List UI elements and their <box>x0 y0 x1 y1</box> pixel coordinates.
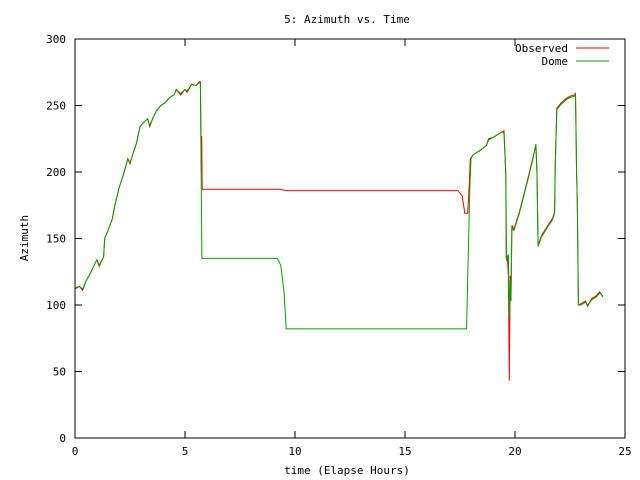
x-tick-label: 25 <box>618 445 631 458</box>
chart-title: 5: Azimuth vs. Time <box>284 13 410 26</box>
series-line-dome <box>74 82 604 330</box>
legend-label-dome: Dome <box>542 55 569 68</box>
y-tick-label: 50 <box>53 366 66 379</box>
x-axis-label: time (Elapse Hours) <box>284 464 410 477</box>
series-group <box>74 81 604 381</box>
y-tick-label: 0 <box>59 432 66 445</box>
series-line-observed <box>74 81 604 381</box>
x-tick-label: 20 <box>508 445 521 458</box>
x-tick-label: 15 <box>398 445 411 458</box>
x-tick-label: 5 <box>182 445 189 458</box>
plot-frame <box>74 38 626 439</box>
y-tick-label: 250 <box>46 100 66 113</box>
y-tick-label: 150 <box>46 233 66 246</box>
y-axis: 0 50 100 150 200 250 300 <box>46 33 625 445</box>
legend-label-observed: Observed <box>515 42 568 55</box>
y-tick-label: 200 <box>46 166 66 179</box>
x-axis: 0 5 10 15 20 25 <box>72 39 632 458</box>
x-tick-label: 10 <box>288 445 301 458</box>
y-tick-label: 100 <box>46 299 66 312</box>
y-axis-label: Azimuth <box>18 215 31 261</box>
y-tick-label: 300 <box>46 33 66 46</box>
x-tick-label: 0 <box>72 445 79 458</box>
